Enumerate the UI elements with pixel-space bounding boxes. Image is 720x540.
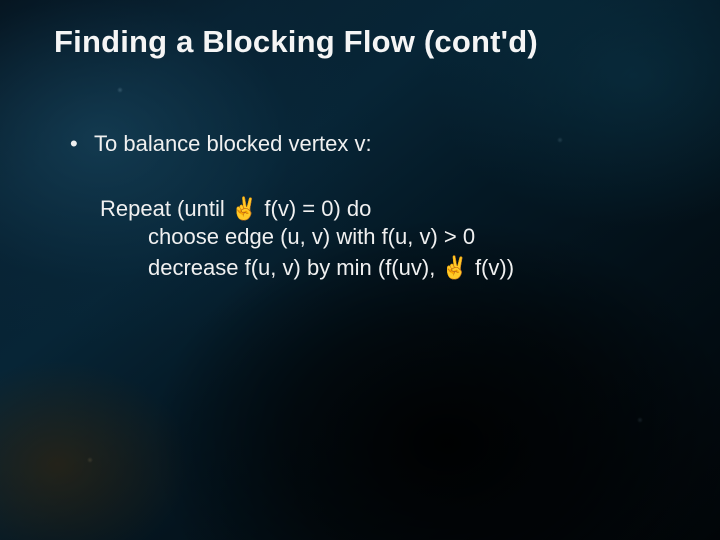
algo-text: choose edge (u, v) with f(u, v) > 0 bbox=[148, 224, 475, 249]
algo-text: f(v)) bbox=[469, 255, 514, 280]
algo-line-2: choose edge (u, v) with f(u, v) > 0 bbox=[100, 223, 660, 251]
bullet-item: • To balance blocked vertex v: bbox=[70, 130, 660, 158]
slide-title: Finding a Blocking Flow (cont'd) bbox=[54, 24, 538, 60]
slide: Finding a Blocking Flow (cont'd) • To ba… bbox=[0, 0, 720, 540]
algo-line-3: decrease f(u, v) by min (f(uv), ✌ f(v)) bbox=[100, 251, 660, 282]
algo-line-1: Repeat (until ✌ f(v) = 0) do bbox=[100, 192, 660, 223]
algo-text: Repeat (until bbox=[100, 196, 231, 221]
bullet-text: To balance blocked vertex v: bbox=[94, 130, 372, 158]
delta-icon: ✌ bbox=[231, 183, 258, 229]
algo-text: f(v) = 0) do bbox=[258, 196, 371, 221]
slide-body: • To balance blocked vertex v: Repeat (u… bbox=[70, 130, 660, 283]
algorithm-block: Repeat (until ✌ f(v) = 0) do choose edge… bbox=[100, 192, 660, 282]
bullet-dot-icon: • bbox=[70, 130, 80, 158]
delta-icon: ✌ bbox=[441, 242, 468, 288]
algo-text: decrease f(u, v) by min (f(uv), bbox=[148, 255, 441, 280]
